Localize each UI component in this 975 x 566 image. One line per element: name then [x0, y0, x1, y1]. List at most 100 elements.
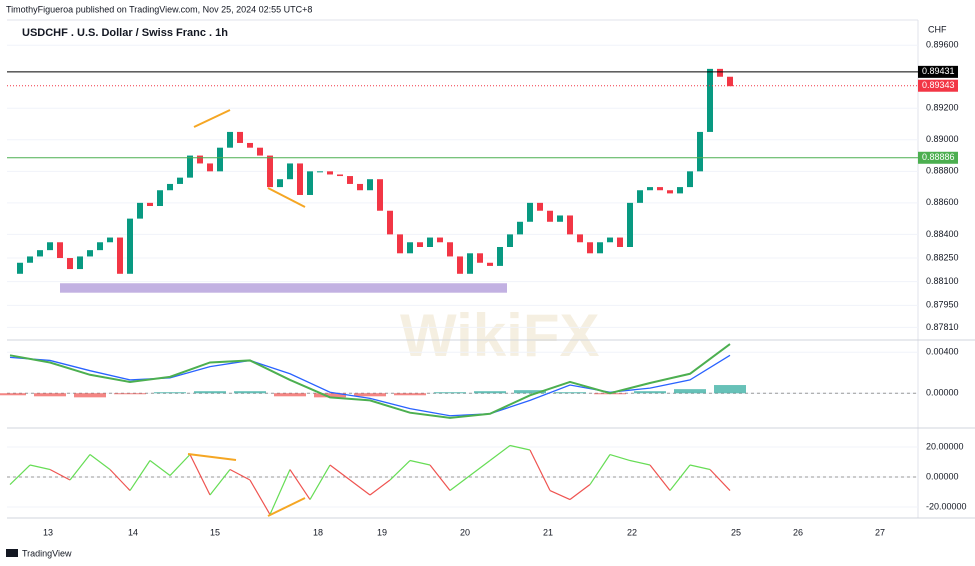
oscillator-segment — [509, 444, 531, 451]
divergence-line — [193, 109, 231, 128]
candle — [507, 234, 513, 247]
candle — [67, 258, 73, 270]
y-tick-label: 0.00000 — [926, 471, 959, 481]
oscillator-segment — [69, 454, 91, 481]
candle — [477, 253, 483, 263]
oscillator-segment — [249, 479, 271, 515]
histogram-bar — [74, 393, 106, 398]
candle — [437, 237, 443, 243]
x-tick-label: 25 — [731, 527, 741, 537]
candle — [587, 242, 593, 254]
candle — [367, 179, 373, 191]
x-tick-label: 26 — [793, 527, 803, 537]
candle — [157, 190, 163, 207]
candle — [517, 221, 523, 235]
histogram-bar — [434, 392, 466, 394]
oscillator-segment — [589, 454, 611, 485]
oscillator-segment — [169, 454, 191, 476]
candle — [307, 171, 313, 195]
candle — [347, 176, 353, 184]
y-tick-label: 20.00000 — [926, 441, 964, 451]
candle — [607, 237, 613, 243]
oscillator-segment — [209, 469, 231, 496]
x-tick-label: 14 — [128, 527, 138, 537]
oscillator-segment — [129, 460, 151, 491]
oscillator-segment — [309, 464, 331, 500]
oscillator-segment — [49, 468, 71, 481]
candle — [267, 155, 273, 188]
candle — [137, 202, 143, 219]
oscillator-segment — [269, 469, 291, 515]
x-tick-label: 18 — [313, 527, 323, 537]
oscillator-segment — [389, 460, 411, 481]
oscillator-segment — [649, 464, 671, 491]
oscillator-segment — [189, 454, 211, 496]
candle — [127, 218, 133, 274]
candle — [27, 256, 33, 263]
candle — [17, 262, 23, 274]
histogram-bar — [274, 393, 306, 397]
candle — [687, 171, 693, 188]
histogram-bar — [314, 393, 346, 398]
histogram-bar — [34, 393, 66, 397]
divergence-line — [267, 187, 306, 208]
price-label: 0.89343 — [922, 80, 955, 90]
oscillator-segment — [489, 445, 511, 461]
candle — [327, 171, 333, 175]
candle — [57, 242, 63, 259]
y-tick-label: 0.88600 — [926, 197, 959, 207]
y-tick-label: 0.88400 — [926, 229, 959, 239]
candle — [667, 190, 673, 194]
oscillator-segment — [369, 479, 391, 496]
currency: CHF — [928, 24, 947, 34]
candle — [647, 187, 653, 191]
candle — [487, 262, 493, 266]
candle — [397, 234, 403, 254]
histogram-bar — [554, 392, 586, 394]
candle — [197, 155, 203, 164]
oscillator-segment — [609, 453, 631, 462]
candle — [297, 163, 303, 195]
y-tick-label: 0.88800 — [926, 166, 959, 176]
chart-title: USDCHF . U.S. Dollar / Swiss Franc . 1h — [22, 27, 228, 39]
x-tick-label: 21 — [543, 527, 553, 537]
candle — [627, 202, 633, 247]
candle — [557, 215, 563, 222]
oscillator-segment — [29, 464, 51, 471]
candle — [227, 131, 233, 148]
candle — [77, 256, 83, 270]
candle — [237, 131, 243, 143]
candle — [457, 256, 463, 274]
oscillator-segment — [629, 459, 651, 466]
y-tick-label: 0.89200 — [926, 103, 959, 113]
candle — [177, 177, 183, 184]
oscillator-segment — [549, 489, 571, 501]
candle — [387, 210, 393, 235]
oscillator-segment — [89, 454, 111, 471]
histogram-bar — [114, 393, 146, 395]
candle — [577, 234, 583, 243]
candle — [637, 190, 643, 203]
support-zone — [60, 283, 507, 293]
y-tick-label: 0.88250 — [926, 252, 959, 262]
oscillator-segment — [569, 484, 591, 501]
oscillator-segment — [109, 469, 131, 491]
x-tick-label: 22 — [627, 527, 637, 537]
candle — [357, 183, 363, 191]
candle — [377, 179, 383, 211]
y-tick-label: 0.88100 — [926, 276, 959, 286]
histogram-bar — [234, 391, 266, 394]
candle — [597, 242, 603, 254]
histogram-bar — [674, 389, 706, 394]
candle — [97, 242, 103, 251]
y-tick-label: 0.89600 — [926, 40, 959, 50]
candle — [707, 68, 713, 132]
candle — [337, 174, 343, 177]
macd-line — [9, 343, 731, 419]
candle — [207, 163, 213, 172]
candle — [167, 183, 173, 191]
candle — [657, 187, 663, 191]
x-tick-label: 20 — [460, 527, 470, 537]
candle — [447, 242, 453, 257]
